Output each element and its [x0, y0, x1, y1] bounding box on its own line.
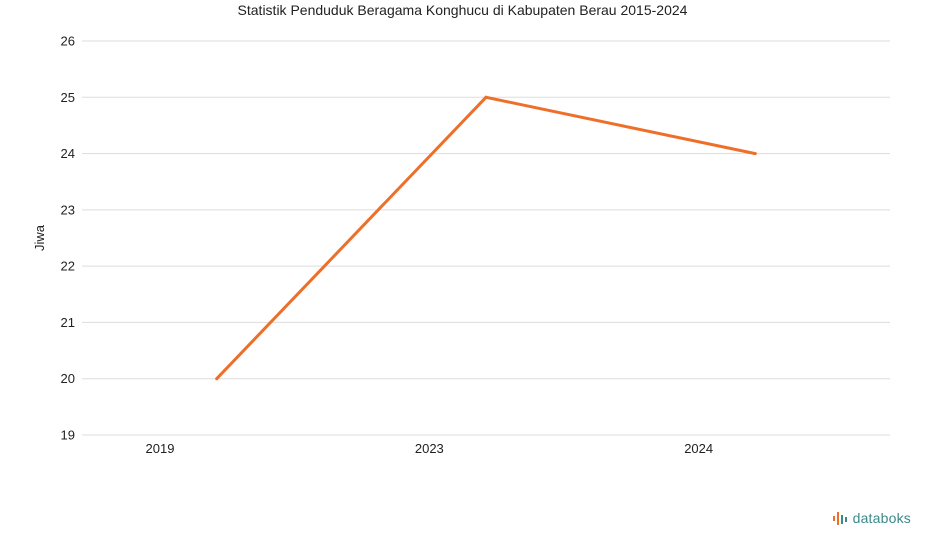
y-tick-label: 20: [61, 371, 75, 386]
series-line: [215, 95, 756, 380]
y-tick-label: 19: [61, 428, 75, 443]
databoks-logo-icon: [832, 512, 847, 525]
y-tick-label: 22: [61, 259, 75, 274]
y-tick-label: 24: [61, 146, 75, 161]
x-axis: 2019 2023 2024: [146, 441, 714, 456]
x-tick-label: 2023: [415, 441, 444, 456]
brand-name: databoks: [852, 510, 911, 526]
grid-lines: [82, 40, 890, 436]
brand-logo: databoks: [832, 509, 911, 527]
data-point: [215, 377, 219, 381]
y-axis-title: Jiwa: [32, 224, 47, 251]
series-group: [215, 95, 757, 381]
chart-title: Statistik Penduduk Beragama Konghucu di …: [237, 2, 688, 18]
y-tick-label: 23: [61, 202, 75, 217]
y-tick-label: 26: [61, 34, 75, 49]
y-axis: 19 20 21 22 23 24 25 26: [61, 34, 75, 443]
y-tick-label: 25: [61, 90, 75, 105]
x-tick-label: 2024: [684, 441, 713, 456]
x-tick-label: 2019: [146, 441, 175, 456]
data-point: [753, 152, 757, 156]
data-point: [484, 95, 488, 99]
y-tick-label: 21: [61, 315, 75, 330]
